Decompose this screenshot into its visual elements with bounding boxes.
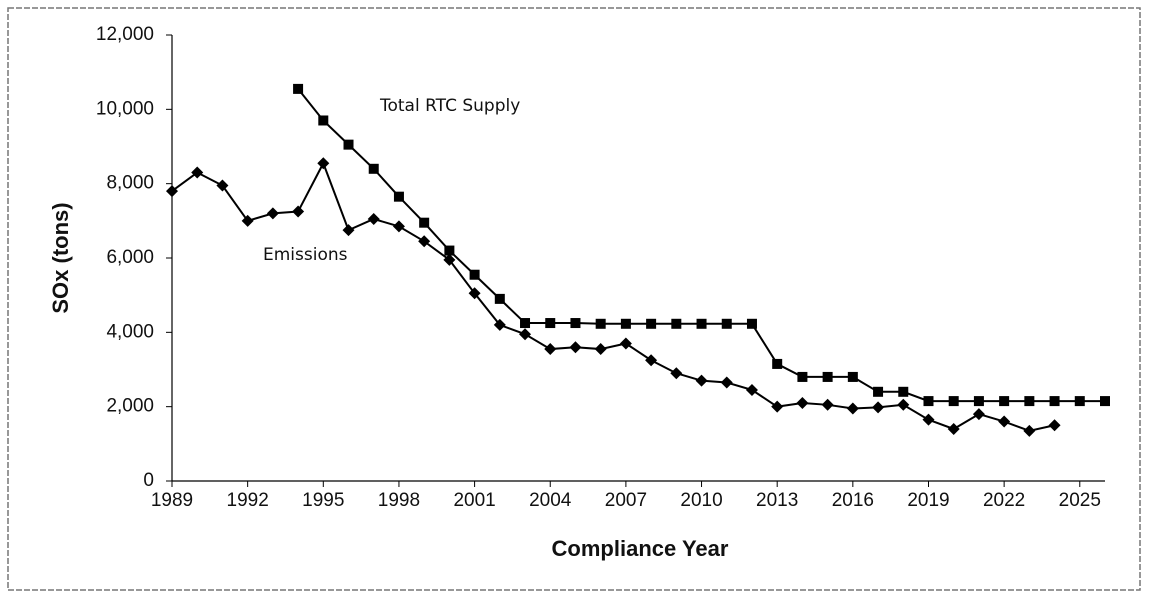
point [746,318,757,329]
point [493,318,506,331]
point [569,341,582,354]
point [468,287,481,300]
point [771,400,784,413]
series-label: Total RTC Supply [379,96,520,116]
point [343,139,354,150]
point [1024,396,1035,407]
point [292,205,305,218]
point [418,235,431,248]
point [166,185,178,198]
point [898,386,909,397]
chart-frame [7,7,1141,591]
point [241,214,254,227]
series-line [171,160,1055,432]
point [972,408,985,421]
point [671,318,682,329]
point [998,415,1011,428]
point [293,83,304,94]
y-tick-label: 8,000 [106,173,154,194]
series-line [297,88,1105,403]
point [1023,424,1036,437]
point [318,115,329,126]
point [645,354,658,367]
point [266,207,279,220]
point [847,371,858,382]
y-tick-label: 4,000 [106,321,154,342]
point [846,402,859,415]
x-tick-label: 2025 [1059,490,1101,511]
point [1048,419,1061,432]
point [821,398,834,411]
x-tick-label: 2001 [453,490,495,511]
point [620,318,631,329]
point [1049,396,1060,407]
point [367,212,380,225]
point [796,396,809,409]
x-axis-title: Compliance Year [552,536,729,561]
point [393,191,404,202]
point [469,269,480,280]
x-tick-label: 2013 [756,490,798,511]
point [191,166,204,179]
series-label: Emissions [263,245,348,265]
x-tick-label: 2004 [529,490,572,511]
point [619,337,632,350]
x-tick-label: 1992 [227,490,269,511]
y-axis-title: SOx (tons) [48,202,73,313]
point [317,157,330,170]
point [646,318,657,329]
point [797,371,808,382]
x-tick-label: 2016 [832,490,874,511]
point [973,396,984,407]
x-tick-label: 2010 [680,490,722,511]
point [822,371,833,382]
x-tick-label: 2019 [907,490,949,511]
point [695,374,708,387]
point [595,318,606,329]
point [873,386,884,397]
point [745,383,758,396]
point [444,245,455,256]
point [545,318,556,329]
x-tick-label: 1995 [302,490,344,511]
x-tick-label: 1998 [378,490,420,511]
y-tick-label: 12,000 [96,24,154,45]
point [342,224,355,237]
y-tick-label: 10,000 [96,98,154,119]
point [216,179,229,192]
point [947,422,960,435]
point [519,328,532,341]
point [520,318,531,329]
point [1100,396,1110,407]
y-tick-label: 2,000 [106,396,154,417]
x-tick-label: 2022 [983,490,1025,511]
point [368,163,379,174]
point [544,343,557,356]
y-tick-label: 0 [143,470,154,491]
x-tick-label: 2007 [605,490,647,511]
point [570,318,581,329]
point [922,413,935,426]
point [948,396,959,407]
point [720,376,733,389]
x-tick-label: 1989 [151,490,193,511]
point [772,358,783,369]
point [392,220,405,233]
point [897,398,910,411]
point [494,293,505,304]
point [443,253,456,266]
y-tick-label: 6,000 [106,247,154,268]
point [923,396,934,407]
point [999,396,1010,407]
point [872,401,885,414]
point [1074,396,1085,407]
point [721,318,732,329]
point [696,318,707,329]
point [419,217,430,228]
point [594,343,607,356]
point [670,367,683,380]
